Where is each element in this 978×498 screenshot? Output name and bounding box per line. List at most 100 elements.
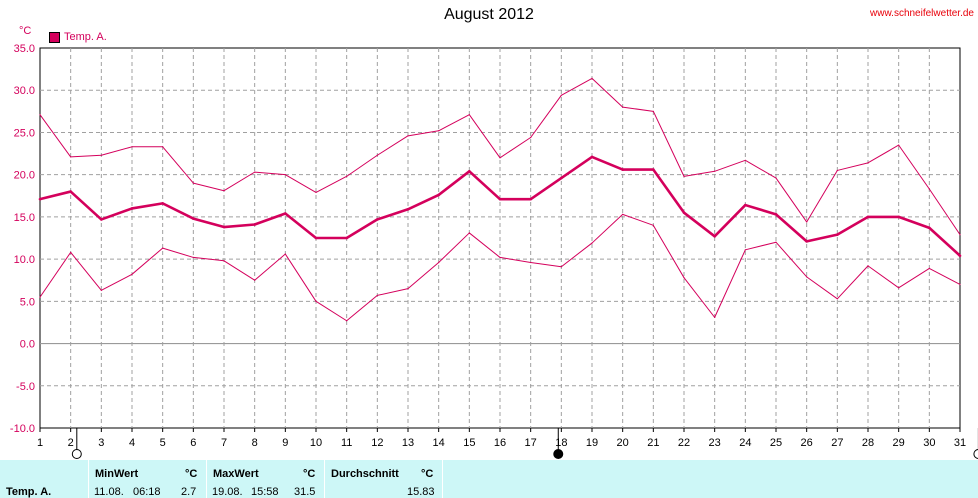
x-tick-label: 2 bbox=[68, 437, 74, 449]
data-point-avg bbox=[498, 197, 502, 201]
data-point-min bbox=[315, 300, 317, 302]
data-point-min bbox=[683, 277, 685, 279]
legend-label: Temp. A. bbox=[64, 31, 107, 43]
data-point-max bbox=[714, 170, 716, 172]
data-point-min bbox=[284, 253, 286, 255]
data-point-max bbox=[346, 175, 348, 177]
data-point-min bbox=[714, 316, 716, 318]
data-point-avg bbox=[866, 215, 870, 219]
data-point-max bbox=[775, 177, 777, 179]
data-point-avg bbox=[161, 202, 164, 205]
x-tick-label: 6 bbox=[190, 437, 196, 449]
data-point-max bbox=[254, 171, 256, 173]
x-tick-label: 16 bbox=[494, 437, 506, 449]
x-tick-label: 8 bbox=[252, 437, 258, 449]
data-point-min bbox=[928, 267, 930, 269]
x-tick-label: 22 bbox=[678, 437, 690, 449]
data-point-avg bbox=[222, 225, 226, 229]
data-point-min bbox=[744, 249, 746, 251]
data-point-avg bbox=[284, 212, 287, 215]
x-tick-label: 25 bbox=[770, 437, 782, 449]
x-tick-label: 20 bbox=[617, 437, 629, 449]
data-point-avg bbox=[897, 215, 900, 219]
data-point-avg bbox=[713, 235, 716, 238]
max-date: 19.08. bbox=[212, 486, 243, 498]
data-point-min bbox=[438, 261, 440, 264]
x-tick-label: 29 bbox=[893, 437, 905, 449]
data-point-max bbox=[806, 221, 808, 223]
chart-title: August 2012 bbox=[444, 6, 534, 23]
temperature-chart: 35.030.025.020.015.010.05.00.0-5.0-10.01… bbox=[10, 43, 978, 459]
x-tick-label: 24 bbox=[739, 437, 751, 449]
data-point-max bbox=[744, 159, 746, 161]
data-point-max bbox=[70, 156, 72, 158]
data-point-avg bbox=[100, 218, 103, 221]
data-point-max bbox=[315, 191, 317, 193]
x-tick-label: 4 bbox=[129, 437, 135, 449]
data-point-min bbox=[162, 247, 164, 249]
data-point-avg bbox=[774, 213, 778, 216]
data-point-avg bbox=[928, 226, 931, 230]
new-moon-icon bbox=[973, 449, 978, 459]
data-point-max bbox=[192, 182, 194, 184]
data-point-min bbox=[775, 241, 777, 243]
x-tick-label: 14 bbox=[433, 437, 445, 449]
legend: Temp. A. bbox=[49, 31, 107, 43]
data-point-min bbox=[254, 279, 256, 281]
min-time: 06:18 bbox=[133, 486, 161, 498]
footer-empty-cell bbox=[442, 460, 978, 498]
y-tick-label: 25.0 bbox=[14, 127, 35, 139]
data-point-max bbox=[530, 136, 532, 139]
data-point-avg bbox=[130, 207, 134, 210]
data-point-avg bbox=[621, 168, 624, 171]
data-point-min bbox=[867, 265, 869, 267]
data-point-min bbox=[376, 294, 378, 297]
max-value: 31.5 bbox=[294, 486, 316, 498]
data-point-max bbox=[591, 77, 593, 79]
x-tick-label: 13 bbox=[402, 437, 414, 449]
y-axis-unit: °C bbox=[19, 25, 32, 37]
x-tick-label: 1 bbox=[37, 437, 43, 449]
data-point-max bbox=[438, 130, 440, 132]
data-point-max bbox=[928, 188, 930, 190]
y-tick-label: 15.0 bbox=[14, 212, 35, 224]
min-date: 11.08. bbox=[94, 486, 124, 498]
data-point-max bbox=[131, 146, 133, 148]
x-tick-label: 5 bbox=[160, 437, 166, 449]
data-point-min bbox=[806, 276, 808, 278]
footer-row-label: Temp. A. bbox=[6, 486, 52, 498]
x-tick-label: 3 bbox=[98, 437, 104, 449]
min-header: MinWert bbox=[95, 468, 139, 480]
x-tick-label: 12 bbox=[371, 437, 383, 449]
y-tick-label: 0.0 bbox=[20, 339, 35, 351]
data-point-min bbox=[652, 224, 654, 226]
data-point-max bbox=[560, 94, 562, 96]
data-point-min bbox=[131, 273, 133, 275]
data-point-min bbox=[898, 287, 900, 289]
x-tick-label: 19 bbox=[586, 437, 598, 449]
data-point-max bbox=[652, 110, 654, 112]
data-point-max bbox=[468, 114, 470, 116]
min-unit: °C bbox=[185, 468, 198, 480]
website-link[interactable]: www.schneifelwetter.de bbox=[870, 8, 974, 19]
data-point-min bbox=[346, 320, 348, 322]
data-point-avg bbox=[406, 207, 410, 211]
data-point-avg bbox=[958, 254, 962, 258]
legend-swatch bbox=[49, 31, 60, 43]
data-point-max bbox=[39, 114, 41, 116]
data-point-avg bbox=[652, 168, 655, 171]
data-point-min bbox=[560, 266, 562, 268]
data-point-max bbox=[898, 144, 900, 146]
x-tick-label: 21 bbox=[647, 437, 659, 449]
data-point-min bbox=[499, 256, 501, 259]
x-tick-label: 28 bbox=[862, 437, 874, 449]
data-point-avg bbox=[38, 197, 42, 201]
data-point-max bbox=[683, 175, 685, 177]
x-tick-label: 23 bbox=[709, 437, 721, 449]
data-point-min bbox=[70, 251, 72, 253]
data-point-avg bbox=[560, 176, 563, 180]
x-tick-label: 9 bbox=[282, 437, 288, 449]
data-point-avg bbox=[836, 233, 839, 236]
x-tick-label: 17 bbox=[525, 437, 537, 449]
x-tick-label: 27 bbox=[831, 437, 843, 449]
